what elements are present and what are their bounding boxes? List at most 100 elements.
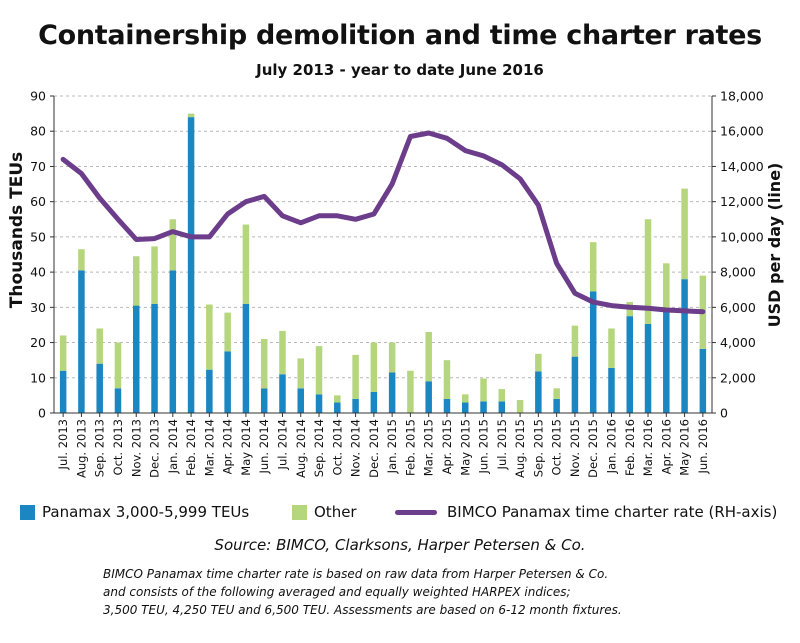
legend: Panamax 3,000-5,999 TEUs Other BIMCO Pan… bbox=[20, 503, 790, 529]
bar-other bbox=[242, 224, 250, 304]
gridlines bbox=[54, 95, 712, 379]
bar-other bbox=[407, 370, 414, 413]
bar-other bbox=[96, 328, 103, 364]
bar-other bbox=[279, 330, 286, 375]
y-tick-label: 0 bbox=[38, 406, 46, 421]
y2-tick-label: 4,000 bbox=[720, 335, 756, 350]
bar-panamax bbox=[169, 270, 177, 413]
legend-label-other: Other bbox=[314, 503, 357, 521]
source-text: Source: BIMCO, Clarksons, Harper Peterse… bbox=[214, 536, 586, 554]
x-tick-label: Nov. 2014 bbox=[349, 419, 363, 477]
y-tick-label: 40 bbox=[30, 265, 46, 280]
legend-item-line: BIMCO Panamax time charter rate (RH-axis… bbox=[395, 503, 777, 521]
bar-panamax bbox=[206, 369, 213, 413]
x-tick-label: Jan. 2016 bbox=[605, 419, 619, 474]
bar-other bbox=[334, 395, 341, 403]
y2-tick-label: 0 bbox=[720, 406, 728, 421]
x-tick-label: Sep. 2015 bbox=[531, 419, 545, 477]
time-charter-line bbox=[60, 130, 706, 315]
bar-other bbox=[425, 331, 432, 382]
bar-panamax bbox=[78, 270, 85, 413]
bar-other bbox=[443, 360, 451, 399]
x-tick-label: Nov. 2013 bbox=[129, 419, 143, 477]
bar-panamax bbox=[571, 356, 579, 413]
y-tick-label: 80 bbox=[30, 124, 46, 139]
bar-panamax bbox=[133, 305, 140, 413]
x-tick-label: Mar. 2016 bbox=[641, 419, 655, 476]
x-tick-label: Mar. 2015 bbox=[422, 419, 436, 476]
bar-panamax bbox=[59, 370, 67, 413]
bar-panamax bbox=[498, 401, 506, 413]
x-tick-label: Jun. 2014 bbox=[257, 419, 271, 475]
line-series bbox=[60, 130, 706, 315]
bar-panamax bbox=[297, 388, 304, 413]
bar-other bbox=[516, 399, 524, 413]
x-tick-label: Jan. 2015 bbox=[385, 419, 399, 474]
bar-other bbox=[553, 388, 560, 399]
bar-other bbox=[260, 339, 268, 389]
bar-panamax bbox=[553, 398, 560, 413]
bar-other bbox=[681, 188, 688, 280]
bar-panamax bbox=[151, 303, 158, 413]
bar-other bbox=[644, 219, 652, 324]
legend-swatch-panamax bbox=[20, 504, 35, 520]
x-tick-label: Aug. 2013 bbox=[74, 419, 88, 478]
x-tick-label: Jul. 2015 bbox=[495, 419, 509, 470]
footnote-line: and consists of the following averaged a… bbox=[103, 585, 571, 599]
bar-other bbox=[224, 312, 231, 352]
bar-panamax bbox=[352, 398, 359, 413]
bar-panamax bbox=[443, 398, 451, 413]
y2-tick-label: 12,000 bbox=[720, 194, 764, 209]
x-tick-label: Oct. 2015 bbox=[550, 419, 564, 475]
x-tick-label: Apr. 2016 bbox=[659, 419, 673, 474]
bar-other bbox=[297, 358, 304, 389]
y2-tick-label: 6,000 bbox=[720, 300, 756, 315]
x-tick-label: Jun. 2016 bbox=[696, 419, 710, 475]
bar-panamax bbox=[425, 381, 432, 413]
bar-panamax bbox=[462, 402, 469, 413]
bar-panamax bbox=[96, 363, 103, 413]
bar-other bbox=[608, 328, 615, 368]
y-tick-label: 60 bbox=[30, 194, 46, 209]
bar-other bbox=[571, 325, 579, 357]
bar-other bbox=[169, 219, 177, 271]
bar-panamax bbox=[187, 117, 195, 413]
bar-panamax bbox=[315, 394, 323, 413]
x-tick-label: Sep. 2013 bbox=[93, 419, 107, 477]
bar-other bbox=[315, 346, 323, 395]
chart-title: Containership demolition and time charte… bbox=[38, 20, 762, 51]
x-tick-label: May 2015 bbox=[458, 419, 472, 476]
legend-label-panamax: Panamax 3,000-5,999 TEUs bbox=[42, 503, 250, 521]
bar-panamax bbox=[114, 388, 122, 413]
bar-panamax bbox=[388, 372, 396, 413]
bar-other bbox=[663, 263, 670, 310]
chart-subtitle: July 2013 - year to date June 2016 bbox=[256, 61, 544, 79]
y2-tick-label: 8,000 bbox=[720, 265, 756, 280]
x-tick-label: Dec. 2014 bbox=[367, 419, 381, 478]
x-tick-label: Mar. 2014 bbox=[202, 419, 216, 476]
y2-tick-label: 2,000 bbox=[720, 370, 756, 385]
bar-panamax bbox=[644, 323, 652, 413]
left-axis-label: Thousands TEUs bbox=[7, 152, 27, 309]
legend-swatch-other bbox=[292, 504, 307, 520]
bar-panamax bbox=[681, 279, 688, 413]
y2-tick-label: 14,000 bbox=[720, 159, 764, 174]
bar-panamax bbox=[260, 388, 268, 413]
legend-label-line: BIMCO Panamax time charter rate (RH-axis… bbox=[447, 503, 778, 521]
bar-other bbox=[589, 242, 597, 292]
bar-other bbox=[388, 342, 396, 373]
bar-series bbox=[59, 113, 707, 413]
footnote-line: 3,500 TEU, 4,250 TEU and 6,500 TEU. Asse… bbox=[103, 603, 622, 617]
bar-other bbox=[352, 354, 359, 399]
x-tick-label: Jan. 2014 bbox=[166, 419, 180, 474]
bar-other bbox=[462, 394, 469, 403]
bar-other bbox=[480, 378, 487, 402]
bar-panamax bbox=[334, 402, 341, 413]
bar-other bbox=[370, 342, 378, 392]
x-tick-label: Dec. 2013 bbox=[148, 419, 162, 478]
bar-other bbox=[187, 113, 195, 118]
bar-panamax bbox=[608, 367, 615, 413]
bar-panamax bbox=[279, 374, 286, 413]
right-axis-ticks: 0 2,000 4,000 6,000 8,000 10,000 12,000 14,000 1… bbox=[712, 89, 764, 421]
